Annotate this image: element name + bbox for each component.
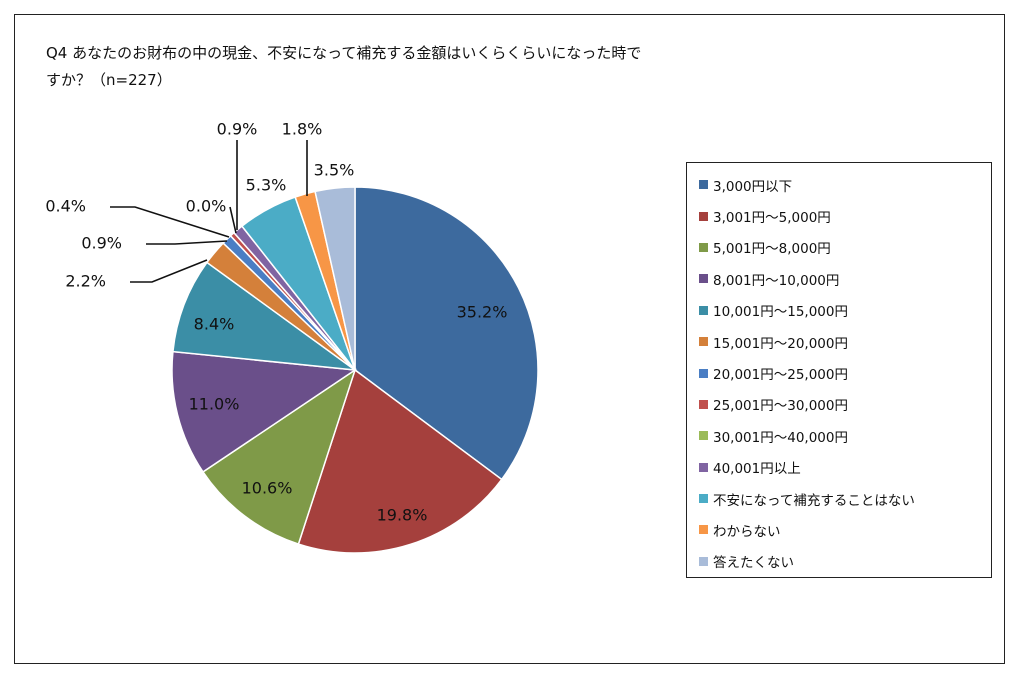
pie-slice: [314, 186, 356, 371]
legend-swatch: [699, 180, 708, 190]
chart-title-line-1: Q4 あなたのお財布の中の現金、不安になって補充する金額はいくらくらいになった時…: [46, 44, 642, 62]
legend-swatch: [699, 305, 708, 315]
legend-label: 3,001円～5,000円: [713, 210, 831, 227]
legend-item: 15,001円～20,000円: [699, 326, 991, 357]
pie-slice: [297, 368, 503, 554]
legend-swatch: [699, 431, 708, 441]
legend-swatch: [699, 556, 708, 566]
legend-item: 答えたくない: [699, 546, 991, 577]
data-label: 0.0%: [186, 197, 227, 216]
pie-chart: 35.2% 19.8% 10.6% 11.0% 8.4% 2.2% 0.9% 0.4% 0.0%…: [45, 120, 539, 554]
legend-item: 20,001円～25,000円: [699, 357, 991, 388]
legend-swatch: [699, 242, 708, 252]
legend-swatch: [699, 368, 708, 378]
legend-label: 3,000円以下: [713, 178, 793, 195]
legend-item: 3,001円～5,000円: [699, 200, 991, 231]
data-label: 3.5%: [314, 161, 355, 180]
legend-label: 15,001円～20,000円: [713, 335, 848, 352]
legend-item: 30,001円～40,000円: [699, 420, 991, 451]
legend: 3,000円以下 3,001円～5,000円 5,001円～8,000円 8,001円…: [686, 162, 992, 578]
legend-label: 5,001円～8,000円: [713, 241, 831, 258]
leader-line: [146, 240, 228, 245]
data-label: 11.0%: [189, 395, 240, 414]
data-label: 0.9%: [81, 234, 122, 253]
legend-label: 8,001円～10,000円: [713, 272, 840, 289]
legend-label: 25,001円～30,000円: [713, 398, 848, 415]
data-label: 1.8%: [282, 120, 323, 139]
legend-item: 8,001円～10,000円: [699, 263, 991, 294]
data-label: 19.8%: [377, 506, 428, 525]
pie-slice: [354, 186, 539, 481]
legend-item: 不安になって補充することはない: [699, 483, 991, 514]
legend-item: わからない: [699, 514, 991, 545]
legend-swatch: [699, 337, 708, 347]
data-label: 0.9%: [217, 120, 258, 139]
legend-swatch: [699, 399, 708, 409]
legend-label: 30,001円～40,000円: [713, 429, 848, 446]
legend-label: わからない: [713, 523, 781, 540]
chart-title-line-2: すか？（n=227）: [46, 71, 172, 89]
leader-line: [130, 259, 208, 283]
legend-item: 3,000円以下: [699, 169, 991, 200]
legend-label: 10,001円～15,000円: [713, 304, 848, 321]
pie-slice: [172, 261, 358, 372]
legend-swatch: [699, 274, 708, 284]
legend-label: 不安になって補充することはない: [713, 492, 915, 509]
leader-line: [110, 206, 230, 238]
legend-label: 20,001円～25,000円: [713, 367, 848, 384]
data-label: 0.4%: [45, 197, 86, 216]
pie-slice: [171, 350, 358, 473]
legend-swatch: [699, 525, 708, 535]
legend-swatch: [699, 462, 708, 472]
data-label: 2.2%: [65, 272, 106, 291]
data-label: 8.4%: [194, 315, 235, 334]
legend-item: 10,001円～15,000円: [699, 295, 991, 326]
data-label: 10.6%: [242, 479, 293, 498]
legend-label: 答えたくない: [713, 555, 794, 572]
legend-label: 40,001円以上: [713, 461, 801, 478]
chart-title: Q4 あなたのお財布の中の現金、不安になって補充する金額はいくらくらいになった時…: [46, 40, 846, 94]
legend-item: 40,001円以上: [699, 452, 991, 483]
legend-item: 5,001円～8,000円: [699, 232, 991, 263]
legend-swatch: [699, 211, 708, 221]
pie-slice: [201, 368, 357, 545]
legend-item: 25,001円～30,000円: [699, 389, 991, 420]
legend-swatch: [699, 494, 708, 504]
data-label: 35.2%: [457, 303, 508, 322]
data-label: 5.3%: [246, 176, 287, 195]
leader-line: [229, 206, 237, 234]
